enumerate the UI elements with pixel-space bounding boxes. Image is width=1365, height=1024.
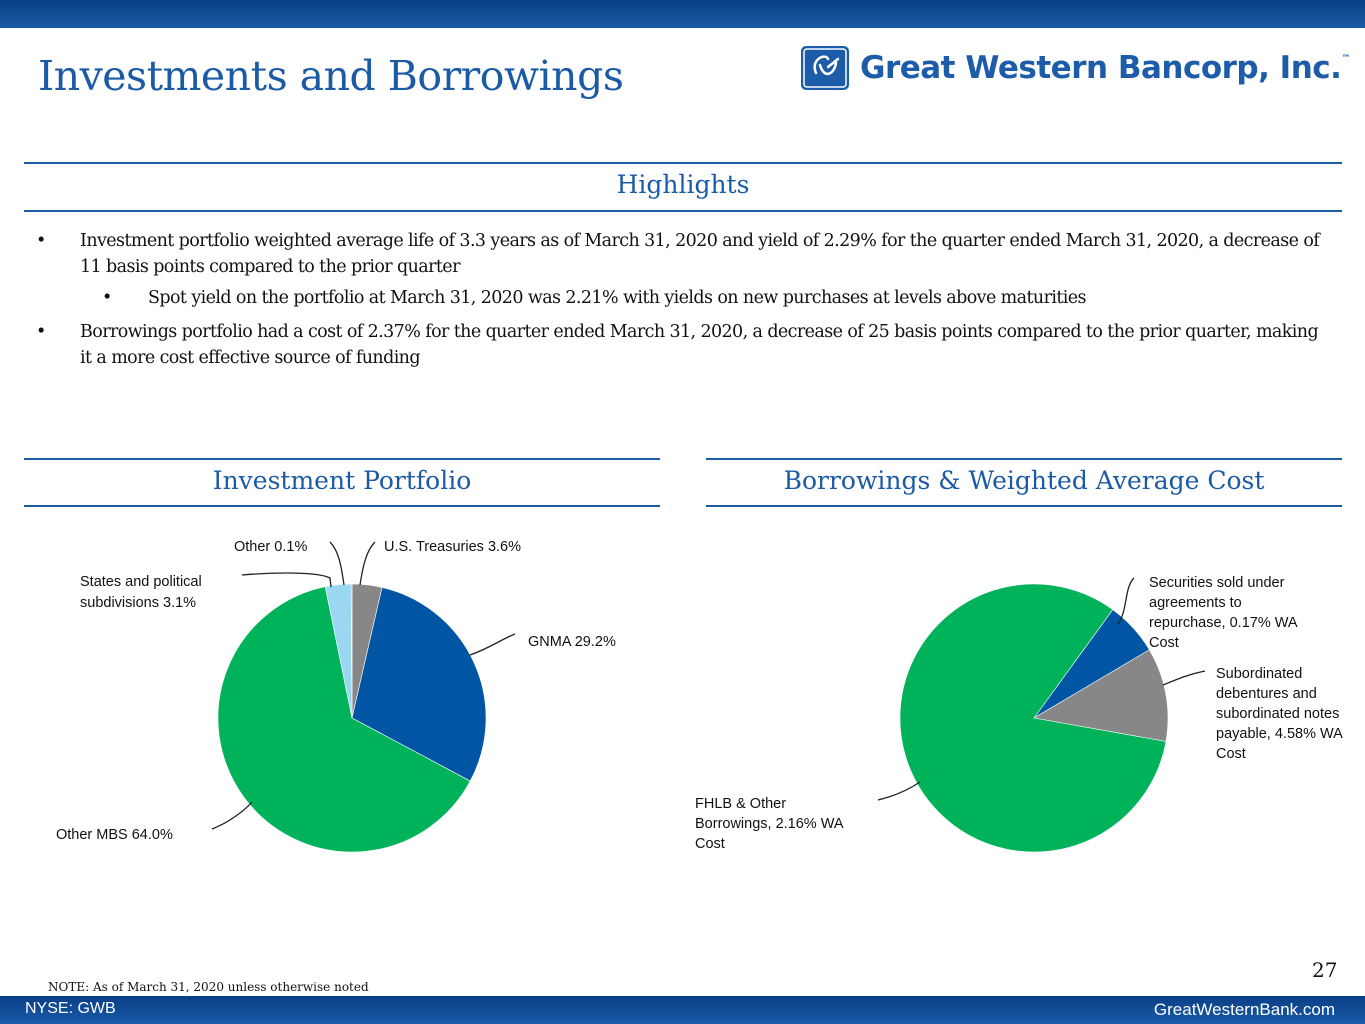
bullet-item: • Borrowings portfolio had a cost of 2.3…	[36, 322, 1319, 368]
label-subordinated-line4: payable, 4.58% WA	[1216, 726, 1343, 742]
top-banner	[0, 0, 1365, 28]
label-states-line2: subdivisions 3.1%	[80, 595, 196, 611]
pie-slice-2	[217, 586, 471, 853]
footer-website: GreatWesternBank.com	[1153, 1000, 1335, 1019]
page-number: 27	[1312, 958, 1338, 982]
label-fhlb-line3: Cost	[695, 836, 725, 852]
label-fhlb-line2: Borrowings, 2.16% WA	[695, 816, 844, 832]
investment-bottom-rule	[24, 505, 660, 507]
pie-slice-2	[899, 583, 1167, 853]
label-other-mbs: Other MBS 64.0%	[56, 827, 173, 843]
sub-bullet-item: • Spot yield on the portfolio at March 3…	[102, 288, 1087, 308]
highlights-list: • Investment portfolio weighted average …	[30, 228, 1330, 376]
label-subordinated-line2: debentures and	[1216, 686, 1317, 702]
label-subordinated-line3: subordinated notes	[1216, 706, 1339, 722]
logo-text: Great Western Bancorp, Inc.™	[860, 50, 1350, 86]
pie-slice-1	[1033, 649, 1169, 742]
label-securities-line2: agreements to	[1149, 595, 1242, 611]
label-securities-line4: Cost	[1149, 635, 1179, 651]
footer-bar: NYSE: GWB GreatWesternBank.com	[0, 996, 1365, 1024]
company-logo: Great Western Bancorp, Inc.™	[800, 45, 1350, 91]
investment-portfolio-heading: Investment Portfolio	[212, 466, 472, 495]
leader-lines	[877, 577, 1206, 801]
label-subordinated-line5: Cost	[1216, 746, 1246, 762]
highlights-top-rule	[24, 162, 1342, 164]
label-securities-line1: Securities sold under	[1149, 575, 1285, 591]
highlights-heading: Highlights	[616, 170, 750, 199]
label-securities-line3: repurchase, 0.17% WA	[1149, 615, 1298, 631]
investment-top-rule	[24, 458, 660, 460]
borrowings-top-rule	[706, 458, 1342, 460]
borrowings-heading: Borrowings & Weighted Average Cost	[783, 466, 1265, 495]
label-gnma: GNMA 29.2%	[528, 634, 616, 650]
pie-slice-4	[350, 583, 353, 719]
borrowings-bottom-rule	[706, 505, 1342, 507]
label-us-treasuries: U.S. Treasuries 3.6%	[384, 539, 521, 555]
footer-ticker: NYSE: GWB	[25, 1000, 116, 1017]
highlights-bottom-rule	[24, 210, 1342, 212]
pie-slice-1	[351, 587, 487, 782]
leader-lines	[211, 541, 516, 830]
label-states-line1: States and political	[80, 574, 202, 590]
bullet-item: • Investment portfolio weighted average …	[36, 231, 1320, 277]
label-other: Other 0.1%	[234, 539, 307, 555]
page-title: Investments and Borrowings	[38, 52, 624, 100]
label-fhlb-line1: FHLB & Other	[695, 796, 786, 812]
footnote: NOTE: As of March 31, 2020 unless otherw…	[48, 980, 369, 994]
logo-mark-icon	[800, 45, 850, 91]
label-subordinated-line1: Subordinated	[1216, 666, 1302, 682]
